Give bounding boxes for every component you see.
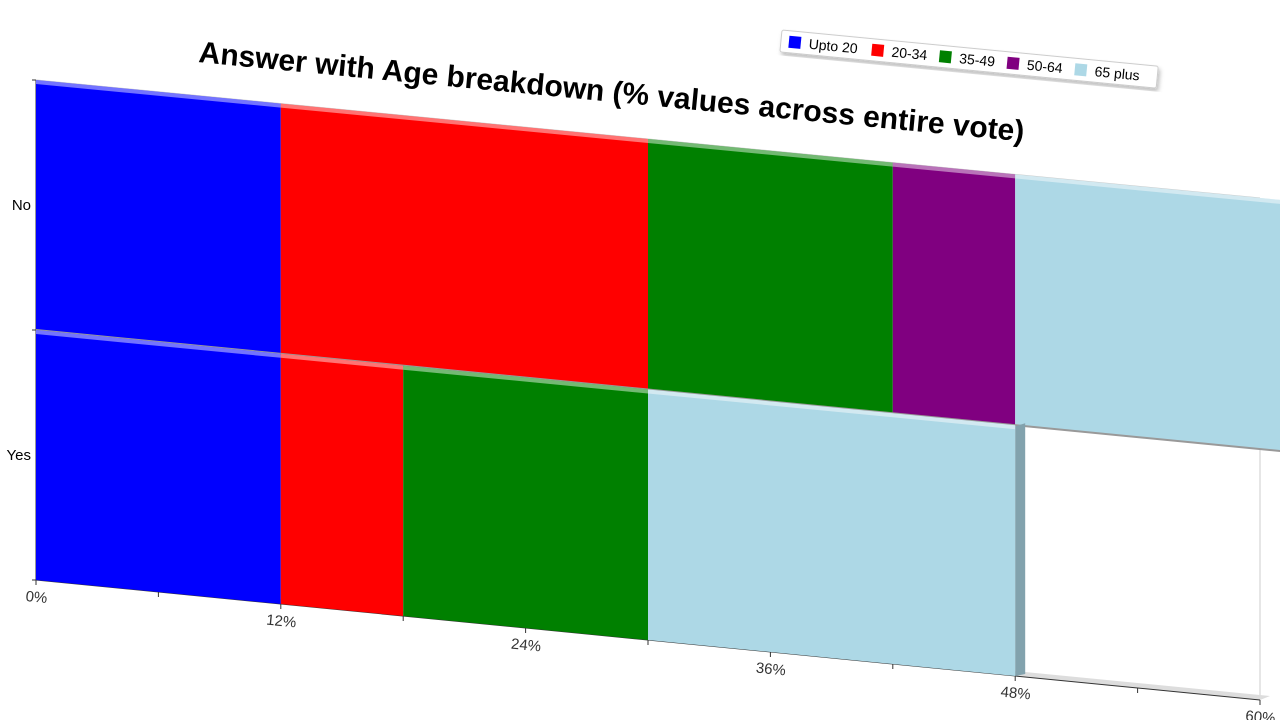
labels: 0% 12% 24% 36% 48% 60% No Yes (7, 197, 1277, 720)
bar-bevel (1015, 174, 1280, 204)
legend-item-label[interactable]: Upto 20 (808, 36, 859, 57)
x-tick-label: 36% (755, 660, 787, 680)
bar-end-face (1015, 423, 1026, 676)
y-tick-label: Yes (7, 447, 31, 464)
legend-item-label[interactable]: 35-49 (959, 50, 996, 69)
bar-segment (36, 330, 281, 604)
legend-item-label[interactable]: 20-34 (891, 44, 928, 63)
x-tick-label: 60% (1245, 708, 1277, 720)
x-tick-label: 24% (510, 636, 542, 656)
bar-bevel (892, 162, 1016, 179)
bar-segment (36, 80, 281, 354)
bar-bevel (280, 353, 404, 370)
legend-item-label[interactable]: 50-64 (1026, 57, 1063, 76)
legend-swatch (1074, 63, 1088, 77)
y-tick-label: No (12, 197, 31, 214)
bar-bevel (403, 365, 648, 394)
legend-item-label[interactable]: 65 plus (1094, 63, 1140, 83)
bar-segment (648, 139, 893, 414)
bar-segment (280, 353, 404, 616)
bar-bevel (648, 139, 893, 167)
legend-swatch (1006, 56, 1020, 70)
x-tick-label: 12% (265, 612, 297, 632)
bar-segment (403, 365, 648, 640)
bars (35, 80, 1280, 676)
bar-bevel (648, 389, 1016, 430)
x-tick-label: 48% (1000, 684, 1032, 704)
bar-bevel (36, 330, 281, 358)
legend-swatch (871, 43, 885, 57)
legend-swatch (938, 50, 952, 64)
bar-segment (648, 389, 1016, 676)
bar-segment (280, 103, 648, 390)
bar-bevel (36, 80, 281, 108)
bar-segment (892, 162, 1016, 426)
x-tick-label: 0% (25, 588, 48, 607)
bar-segment (1015, 174, 1280, 451)
bar-bevel (280, 103, 648, 143)
legend[interactable]: Upto 20 20-34 35-49 50-64 65 plus (779, 29, 1159, 89)
legend-swatch (788, 35, 802, 49)
